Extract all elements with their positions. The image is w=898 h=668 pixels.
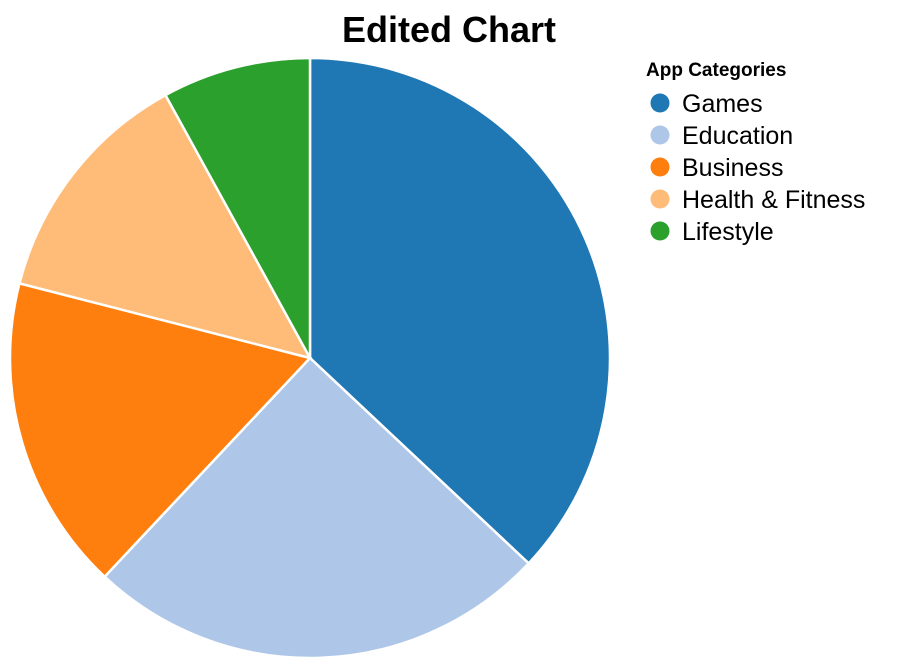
pie-slice-business: [8, 281, 313, 579]
pie-slice-health-fitness: [17, 93, 313, 360]
pie-slice-education: [102, 356, 531, 660]
legend-label-health-fitness: Health & Fitness: [682, 186, 865, 214]
legend-swatch-lifestyle: [650, 221, 670, 241]
legend: App Categories Games Education Business Hea…: [646, 60, 865, 246]
legend-swatch-business: [650, 157, 670, 177]
legend-label-education: Education: [682, 122, 793, 150]
legend-swatch-games: [650, 93, 670, 113]
pie-slice-games: [308, 56, 612, 566]
legend-label-business: Business: [682, 154, 783, 182]
pie-slice-lifestyle: [163, 56, 312, 359]
legend-label-games: Games: [682, 90, 763, 118]
legend-label-lifestyle: Lifestyle: [682, 218, 774, 246]
chart-title: Edited Chart: [342, 9, 556, 50]
pie-slices: [8, 56, 612, 660]
legend-swatch-education: [650, 125, 670, 145]
legend-title: App Categories: [646, 60, 786, 81]
legend-swatch-health-fitness: [650, 189, 670, 209]
legend-items: Games Education Business Health & Fitness Li…: [650, 90, 865, 246]
